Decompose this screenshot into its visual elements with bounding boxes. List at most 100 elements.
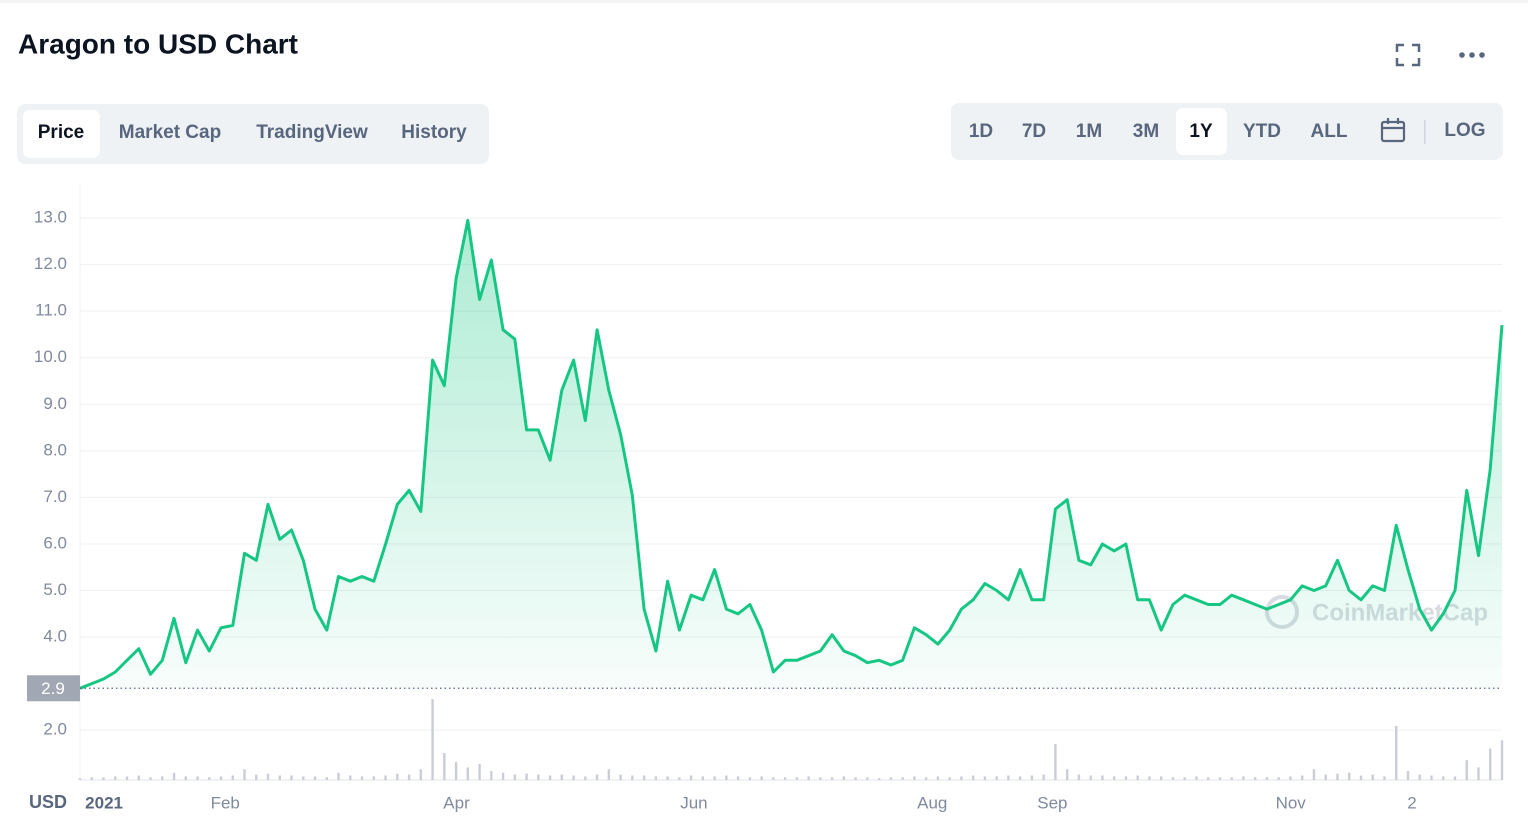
- volume-bar: [584, 776, 587, 780]
- volume-bar: [1265, 777, 1269, 780]
- volume-bar: [243, 769, 246, 780]
- volume-bar: [560, 774, 564, 780]
- x-tick-label: 2: [1407, 793, 1416, 812]
- volume-bar: [595, 774, 599, 780]
- volume-bar: [760, 776, 763, 780]
- volume-bar: [137, 775, 140, 780]
- volume-bar: [889, 777, 893, 780]
- x-tick-label: 2021: [85, 793, 123, 812]
- volume-bar: [1442, 776, 1445, 780]
- volume-bar: [1136, 775, 1139, 780]
- y-tick-label: 2.0: [43, 720, 67, 739]
- tab-bar: [17, 104, 489, 164]
- volume-bar: [219, 776, 223, 780]
- volume-bar: [783, 777, 787, 780]
- volume-bar: [255, 774, 258, 780]
- volume-bar: [1218, 777, 1222, 780]
- volume-bar: [325, 777, 328, 780]
- tab[interactable]: Price: [38, 122, 84, 143]
- fullscreen-icon[interactable]: [1395, 43, 1421, 67]
- y-tick-label: 6.0: [43, 533, 67, 552]
- volume-bar: [1030, 775, 1034, 780]
- range-button[interactable]: ALL: [1311, 121, 1348, 142]
- y-tick-label: 13.0: [34, 208, 67, 227]
- tab[interactable]: TradingView: [256, 122, 368, 143]
- volume-bar: [1465, 760, 1468, 780]
- volume-bar: [102, 777, 105, 780]
- volume-bar: [1324, 774, 1327, 780]
- volume-bar: [654, 776, 658, 780]
- range-button[interactable]: 1D: [969, 121, 993, 142]
- volume-bar: [1500, 740, 1504, 780]
- volume-bar: [819, 777, 822, 780]
- volume-bar: [266, 773, 270, 780]
- calendar-icon[interactable]: [1380, 118, 1406, 143]
- reference-label: 2.9: [41, 679, 65, 698]
- volume-bar: [983, 776, 987, 780]
- tab[interactable]: History: [401, 122, 467, 143]
- currency-label: USD: [29, 792, 67, 812]
- volume-bar: [1101, 775, 1104, 780]
- y-tick-label: 12.0: [34, 254, 67, 273]
- volume-bar: [1206, 777, 1210, 780]
- volume-bar: [1018, 776, 1022, 780]
- tab-active: [23, 110, 100, 158]
- y-tick-label: 11.0: [35, 301, 67, 320]
- volume-bar: [772, 777, 775, 780]
- volume-bar: [196, 776, 199, 780]
- volume-bar: [854, 777, 857, 780]
- range-button[interactable]: 1Y: [1189, 121, 1213, 142]
- volume-bar: [1289, 776, 1292, 780]
- volume-bar: [208, 777, 211, 780]
- volume-bar: [713, 776, 716, 780]
- volume-bar: [1042, 774, 1045, 780]
- log-button[interactable]: LOG: [1444, 120, 1485, 141]
- volume-bar: [901, 777, 904, 780]
- x-tick-label: Aug: [917, 793, 947, 812]
- volume-bar: [1124, 776, 1128, 780]
- range-button[interactable]: 1M: [1076, 121, 1102, 142]
- volume-bar: [1054, 744, 1057, 780]
- tab[interactable]: Market Cap: [119, 122, 221, 143]
- price-line: [79, 218, 1504, 690]
- y-tick-label: 7.0: [43, 487, 67, 506]
- volume-bar: [678, 777, 681, 780]
- range-button[interactable]: YTD: [1243, 121, 1281, 142]
- volume-bar: [384, 775, 387, 780]
- volume-bar: [1312, 769, 1316, 780]
- volume-bar: [231, 775, 234, 780]
- volume-bar: [1089, 775, 1092, 780]
- volume-bar: [1159, 776, 1163, 780]
- volume-bar: [1489, 748, 1492, 780]
- volume-bar: [830, 777, 834, 780]
- volume-bar: [572, 775, 575, 780]
- volume-bar: [877, 778, 881, 780]
- volume-bar: [1336, 773, 1339, 780]
- range-button[interactable]: 7D: [1022, 121, 1046, 142]
- volume-bar: [1477, 767, 1480, 780]
- x-tick-label: Jun: [680, 793, 707, 812]
- volume-bar: [172, 772, 176, 780]
- more-icon[interactable]: [1459, 52, 1485, 58]
- volume-bar: [807, 776, 810, 780]
- volume-bar: [1406, 771, 1410, 780]
- volume-bar: [431, 699, 434, 780]
- volume-bar: [490, 771, 493, 780]
- volume-bar: [913, 776, 916, 780]
- price-area: [80, 220, 1502, 689]
- volume-bar: [90, 777, 93, 780]
- volume-bar: [1359, 775, 1363, 780]
- volume-bar: [161, 776, 164, 780]
- volume-bar: [1195, 776, 1198, 780]
- volume-bar: [513, 774, 517, 780]
- volume-bar: [1242, 776, 1245, 780]
- y-tick-label: 10.0: [34, 347, 67, 366]
- top-edge: [0, 0, 1528, 3]
- volume-bar: [1277, 777, 1280, 780]
- volume-bar: [960, 776, 963, 780]
- volume-bar: [689, 775, 693, 780]
- volume-bar: [302, 776, 305, 780]
- range-button[interactable]: 3M: [1133, 121, 1159, 142]
- volume-bar: [924, 777, 928, 780]
